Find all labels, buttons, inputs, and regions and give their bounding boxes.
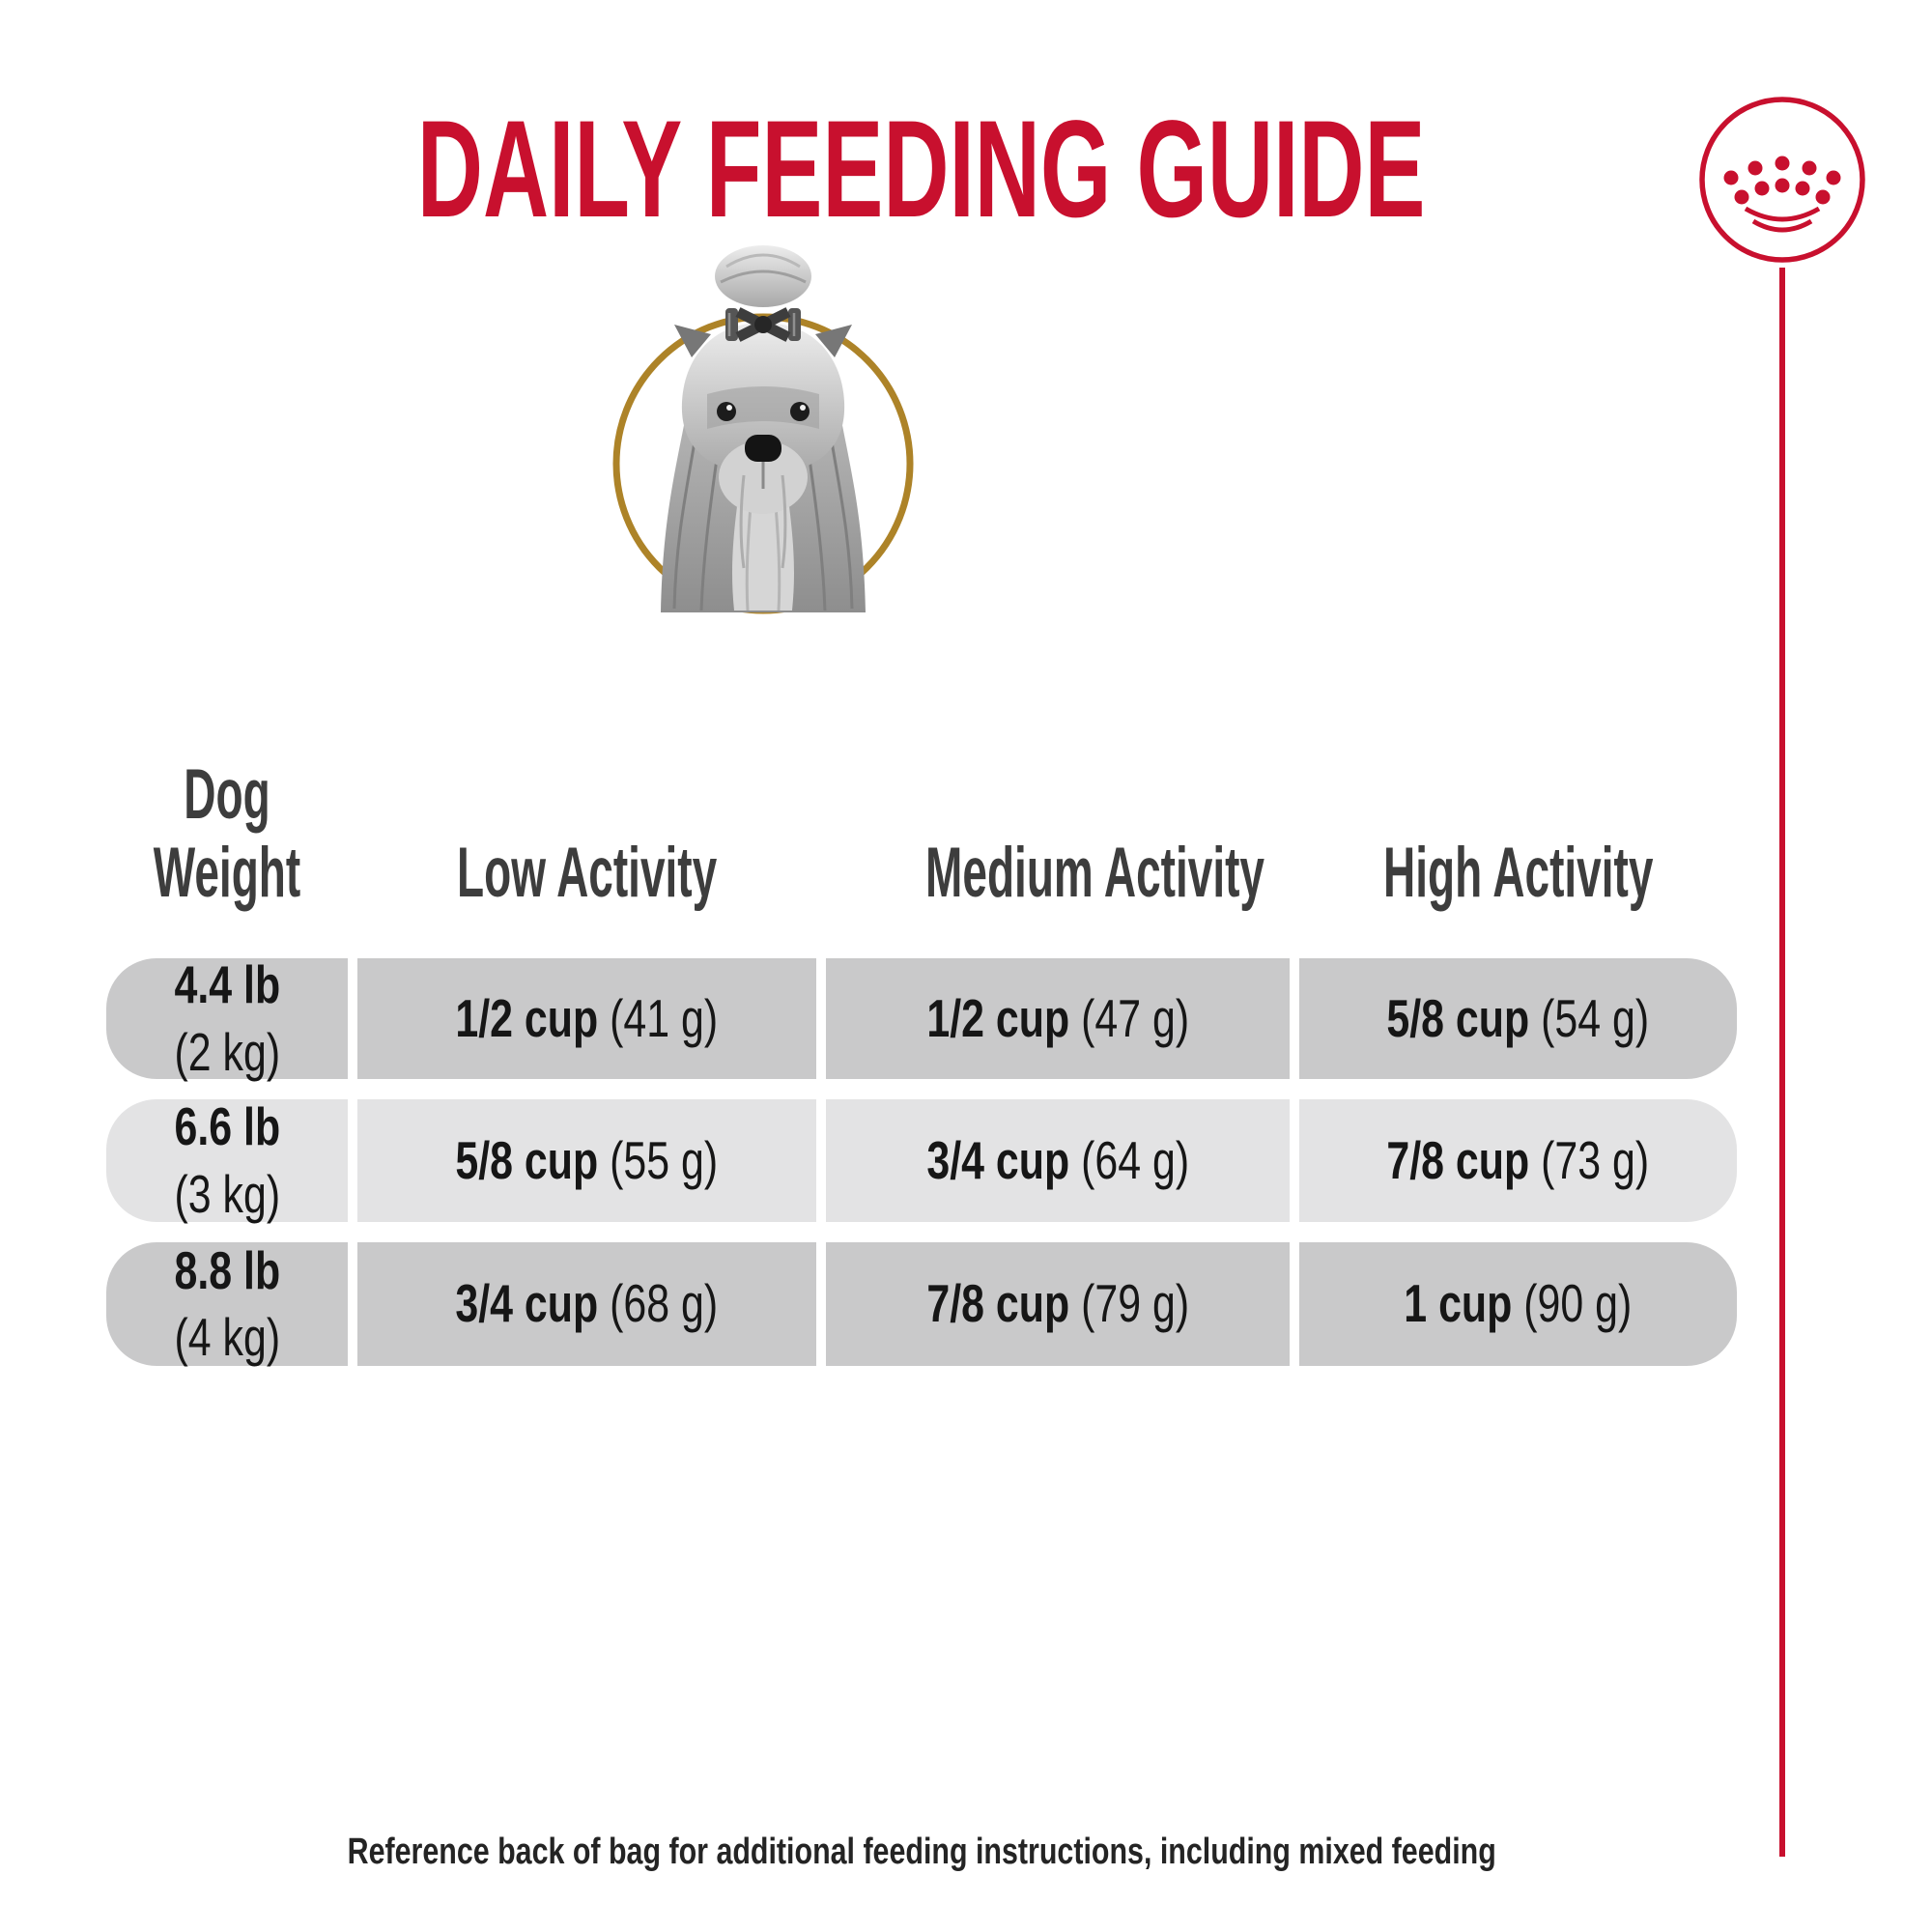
table-cell-low-activity: 3/4 cup (68 g)	[357, 1242, 816, 1366]
brand-vertical-rule	[1779, 268, 1785, 1857]
table-header-row: Dog Weight Low Activity Medium Activity …	[106, 744, 1737, 913]
table-cell-medium-activity: 3/4 cup (64 g)	[826, 1099, 1290, 1222]
table-cell-weight: 6.6 lb (3 kg)	[106, 1096, 348, 1224]
table-cell-high-activity: 5/8 cup (54 g)	[1299, 958, 1737, 1079]
column-header-dog-weight: Dog Weight	[106, 755, 348, 914]
column-header-high-activity: High Activity	[1382, 834, 1654, 913]
table-cell-weight: 4.4 lb (2 kg)	[106, 954, 348, 1082]
table-cell-high-activity: 1 cup (90 g)	[1299, 1242, 1737, 1366]
column-header-medium-activity: Medium Activity	[925, 834, 1265, 913]
table-cell-medium-activity: 7/8 cup (79 g)	[826, 1242, 1290, 1366]
table-cell-low-activity: 5/8 cup (55 g)	[357, 1099, 816, 1222]
dog-photo	[599, 232, 927, 618]
column-header-low-activity: Low Activity	[456, 834, 718, 913]
footer-note: Reference back of bag for additional fee…	[347, 1832, 1496, 1872]
feeding-table: 4.4 lb (2 kg) 1/2 cup (41 g) 1/2 cup (47 …	[106, 954, 1737, 1367]
table-cell-weight: 8.8 lb (4 kg)	[106, 1240, 348, 1367]
table-cell-low-activity: 1/2 cup (41 g)	[357, 958, 816, 1079]
royal-canin-crown-icon	[1695, 93, 1869, 267]
table-cell-high-activity: 7/8 cup (73 g)	[1299, 1099, 1737, 1222]
header-dog-weight-line1: Dog	[184, 754, 270, 834]
header-dog-weight-line2: Weight	[153, 834, 301, 913]
page-title: DAILY FEEDING GUIDE	[417, 93, 1426, 246]
table-cell-medium-activity: 1/2 cup (47 g)	[826, 958, 1290, 1079]
